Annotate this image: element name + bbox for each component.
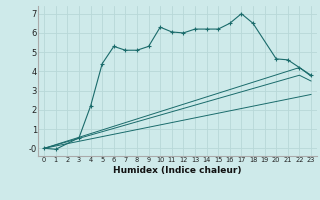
X-axis label: Humidex (Indice chaleur): Humidex (Indice chaleur) bbox=[113, 166, 242, 175]
